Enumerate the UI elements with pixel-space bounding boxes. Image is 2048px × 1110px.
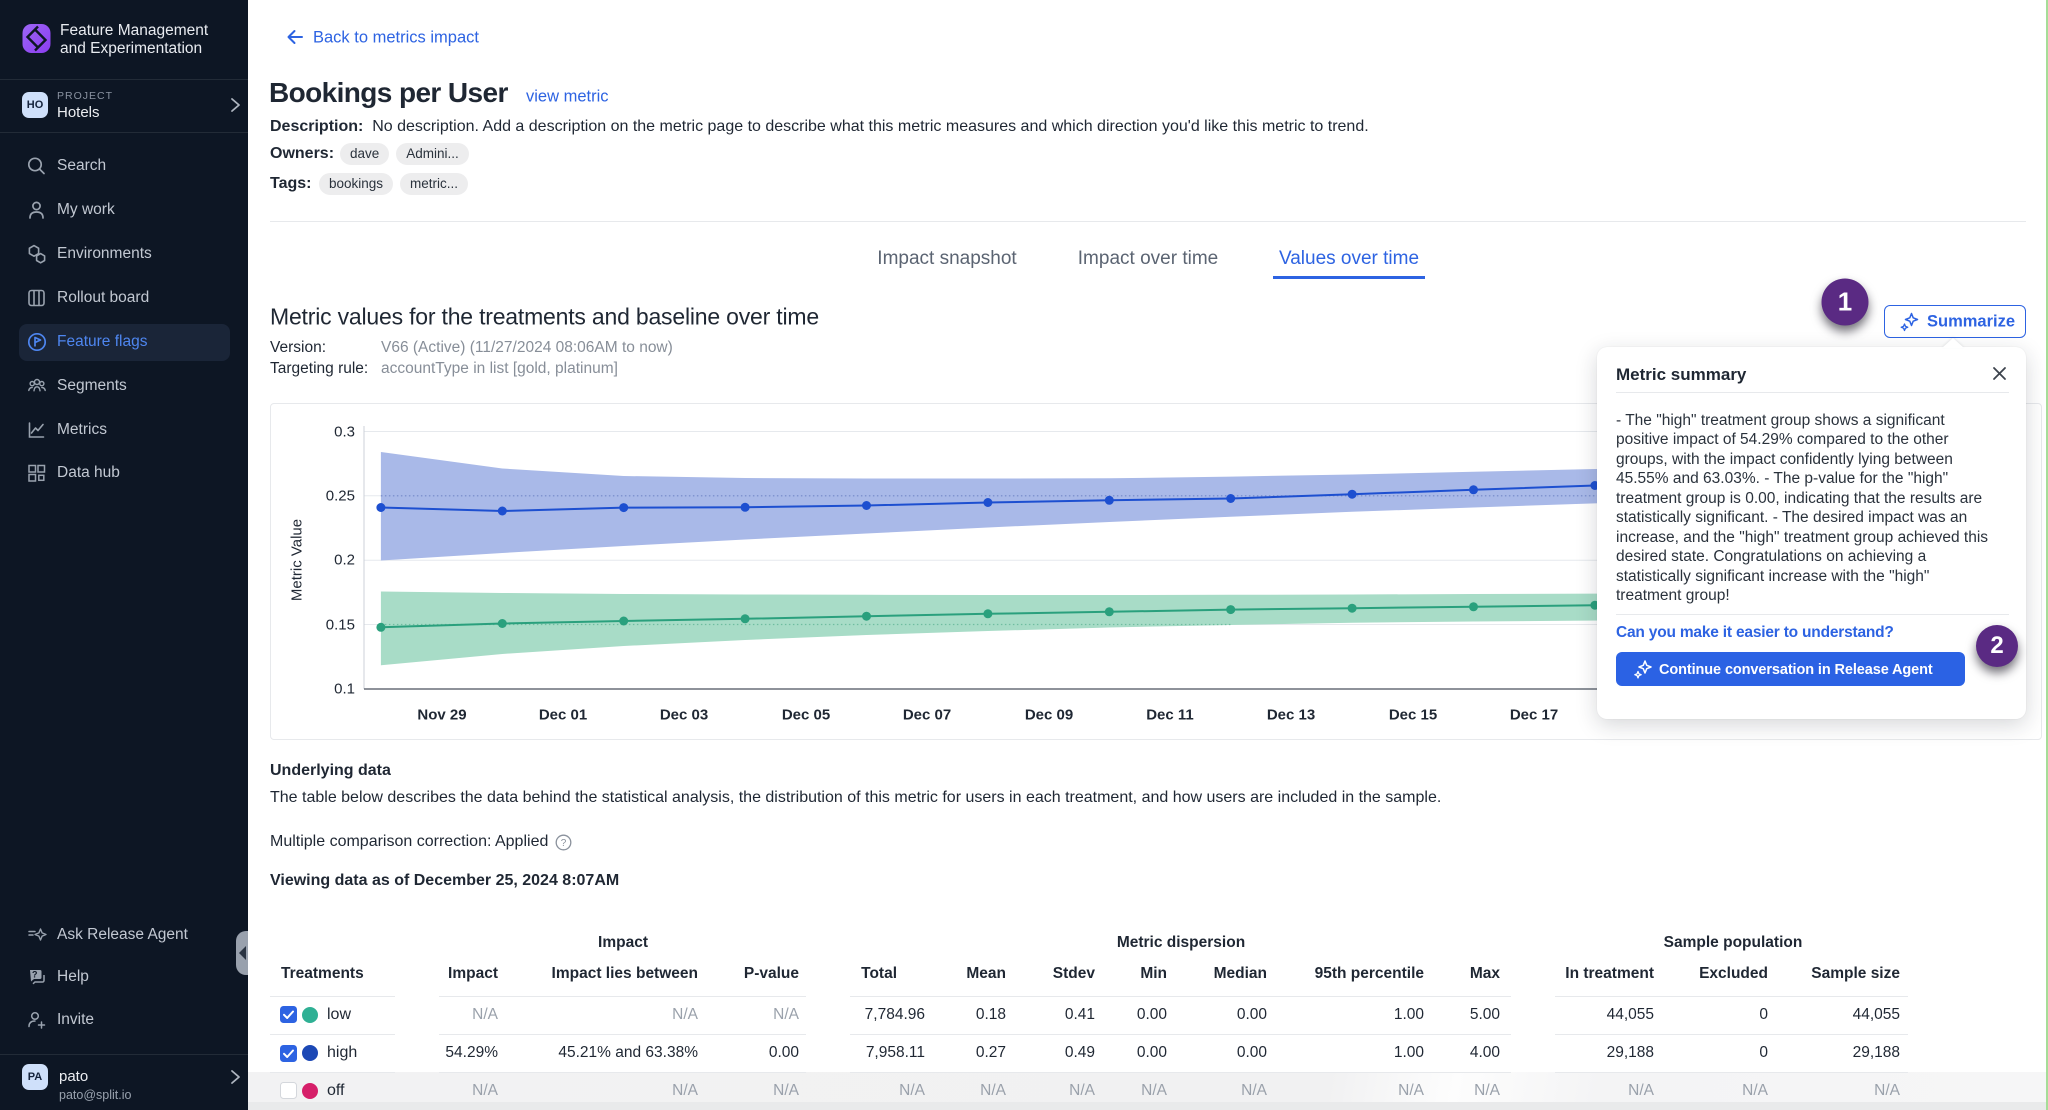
svg-text:?: ? bbox=[32, 970, 38, 980]
svg-text:?: ? bbox=[561, 838, 567, 849]
